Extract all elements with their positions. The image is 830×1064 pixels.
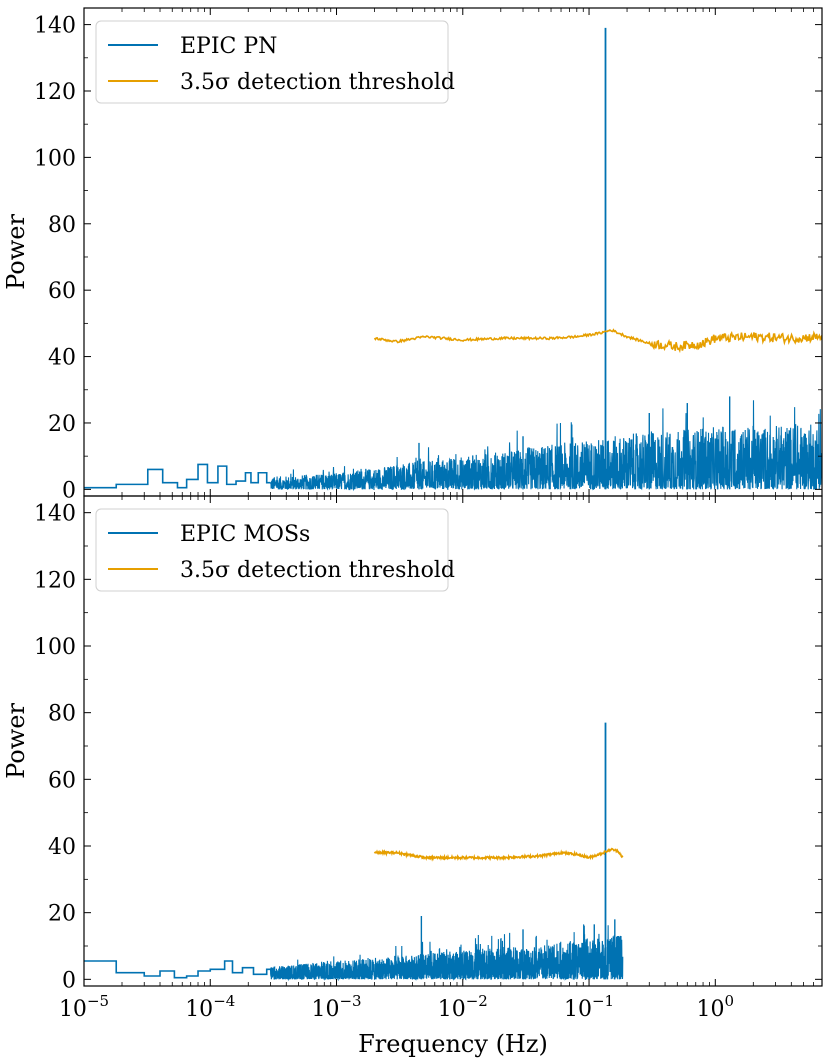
y-tick-label: 40 <box>48 346 76 371</box>
x-tick-exponent: 0 <box>725 992 735 1010</box>
power-spectrum-bottom-steps <box>84 960 271 979</box>
legend-label: 3.5σ detection threshold <box>180 70 455 95</box>
x-tick-exponent: −5 <box>87 992 109 1010</box>
x-tick-label: 100 <box>697 992 735 1022</box>
plot-area <box>84 27 822 492</box>
x-tick-base: 10 <box>438 997 466 1022</box>
x-tick-base: 10 <box>564 997 592 1022</box>
threshold-line-top <box>373 328 822 354</box>
y-tick-label: 100 <box>34 635 76 660</box>
y-tick-label: 140 <box>34 14 76 39</box>
power-spectrum-top-steps <box>84 463 271 489</box>
x-tick-label: 10−4 <box>185 992 235 1022</box>
x-tick-exponent: −1 <box>592 992 614 1010</box>
y-tick-label: 80 <box>48 213 76 238</box>
y-axis-label: Power <box>2 214 30 290</box>
y-tick-label: 60 <box>48 279 76 304</box>
legend-label: EPIC PN <box>180 34 277 59</box>
x-tick-label: 10−1 <box>564 992 614 1022</box>
x-axis-label: Frequency (Hz) <box>358 1030 548 1058</box>
y-tick-label: 120 <box>34 80 76 105</box>
y-tick-label: 60 <box>48 768 76 793</box>
y-tick-label: 140 <box>34 502 76 527</box>
legend-box <box>95 508 449 592</box>
x-tick-base: 10 <box>185 997 213 1022</box>
x-tick-label: 10−3 <box>311 992 361 1022</box>
x-tick-base: 10 <box>697 997 725 1022</box>
x-tick-base: 10 <box>59 997 87 1022</box>
y-tick-label: 20 <box>48 412 76 437</box>
legend-box <box>95 20 449 104</box>
x-tick-exponent: −4 <box>213 992 235 1010</box>
y-tick-label: 40 <box>48 835 76 860</box>
legend-label: EPIC MOSs <box>180 522 310 547</box>
panel-top: 0 20 40 60 80 100 120 140 Power EPIC PN 3.5σ detec… <box>2 7 823 503</box>
x-tick-label: 10−2 <box>438 992 488 1022</box>
y-tick-label: 100 <box>34 146 76 171</box>
y-tick-label: 20 <box>48 902 76 927</box>
x-tick-exponent: −2 <box>466 992 488 1010</box>
x-tick-base: 10 <box>311 997 339 1022</box>
threshold-line-bottom <box>373 847 624 862</box>
y-tick-label: 80 <box>48 702 76 727</box>
legend-label: 3.5σ detection threshold <box>180 558 455 583</box>
x-tick-exponent: −3 <box>339 992 361 1010</box>
power-spectrum-bottom-noise <box>269 924 624 982</box>
y-tick-label: 120 <box>34 568 76 593</box>
axes-frame-bottom <box>83 495 823 987</box>
plot-area <box>84 722 624 982</box>
x-tick-label: 10−5 <box>59 992 109 1022</box>
y-tick-label: 0 <box>62 968 76 993</box>
power-spectrum-top-noise <box>269 400 822 492</box>
y-axis-label: Power <box>2 703 30 779</box>
y-tick-label: 0 <box>62 478 76 503</box>
